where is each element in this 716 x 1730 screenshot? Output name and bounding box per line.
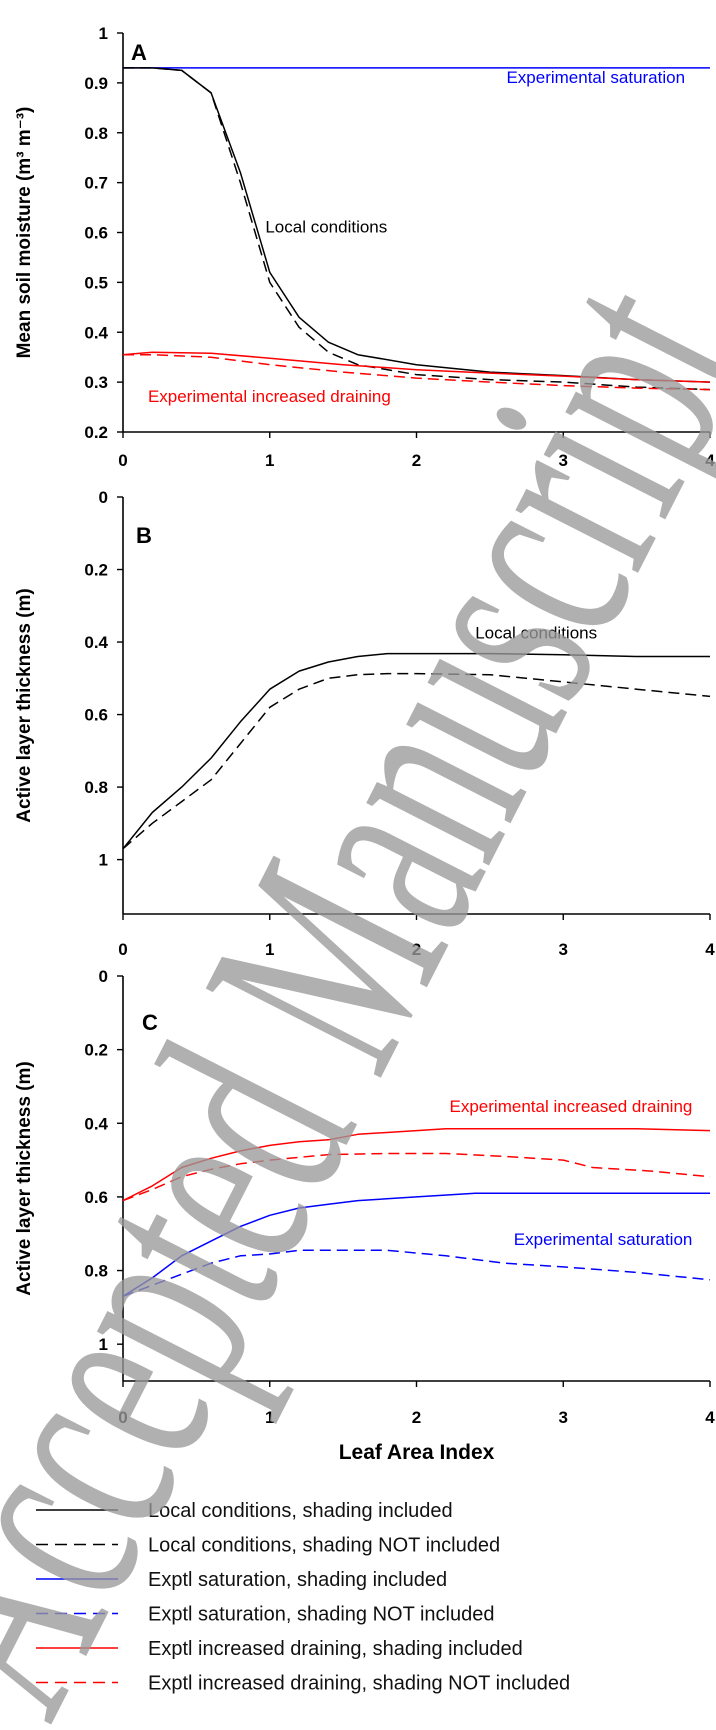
x-tick-label: 4 [705, 451, 715, 470]
x-tick-label: 2 [412, 1408, 421, 1427]
legend-label: Exptl increased draining, shading includ… [148, 1638, 523, 1660]
x-tick-label: 0 [118, 940, 127, 959]
series-annotation: Experimental saturation [506, 68, 685, 87]
series-line [122, 652, 710, 850]
series-annotation: Local conditions [265, 218, 387, 237]
x-tick-label: 4 [705, 940, 715, 959]
legend-item: Exptl increased draining, shading NOT in… [36, 1673, 570, 1695]
y-tick-label: 0.3 [84, 373, 108, 392]
y-tick-label: 0 [99, 488, 108, 507]
x-tick-label: 0 [118, 1408, 127, 1427]
y-tick-label: 0.8 [84, 1262, 108, 1281]
y-axis-label: Active layer thickness (m) [14, 1061, 35, 1295]
series-line [122, 351, 711, 383]
y-tick-label: 0.8 [84, 124, 108, 143]
y-tick-label: 1 [99, 1335, 108, 1354]
y-tick-label: 0.8 [84, 778, 108, 797]
x-tick-label: 1 [265, 1408, 274, 1427]
y-tick-label: 1 [99, 24, 108, 43]
series-line [123, 353, 711, 391]
x-tick-label: 3 [559, 940, 568, 959]
y-tick-label: 0.4 [84, 323, 108, 342]
y-tick-label: 0.9 [84, 74, 108, 93]
legend-label: Exptl increased draining, shading NOT in… [148, 1673, 570, 1695]
legend-label: Exptl saturation, shading included [148, 1569, 447, 1591]
series-annotation: Experimental increased draining [148, 387, 391, 406]
panel-letter: A [131, 40, 147, 65]
panel-c: 0 1 2 3 4 0 0.2 0.4 0.6 0.8 1 Active layer thicknes… [14, 967, 715, 1464]
chart-panels: 0 1 2 3 4 0.2 0.3 0.4 0.5 0.6 0.7 0.8 0.9 1 Mean soil … [14, 24, 715, 1464]
y-tick-label: 0.7 [84, 174, 108, 193]
series-annotation: Experimental saturation [514, 1230, 693, 1249]
x-tick-label: 0 [118, 451, 127, 470]
legend-label: Local conditions, shading included [148, 1500, 453, 1522]
y-axis-label: Mean soil moisture (m³ m⁻³) [14, 107, 35, 359]
y-axis-label: Active layer thickness (m) [14, 588, 35, 822]
chart-legend: Local conditions, shading included Local … [36, 1500, 570, 1695]
legend-item: Exptl saturation, shading included [36, 1569, 447, 1591]
x-tick-label: 4 [705, 1408, 715, 1427]
series-line [122, 1128, 711, 1202]
legend-item: Exptl increased draining, shading includ… [36, 1638, 523, 1660]
series-annotation: Local conditions [475, 623, 597, 642]
legend-item: Exptl saturation, shading NOT included [36, 1604, 495, 1626]
y-tick-label: 0.2 [84, 1041, 108, 1060]
series-line [122, 1152, 711, 1202]
y-tick-label: 0.4 [84, 633, 108, 652]
y-tick-label: 0.6 [84, 706, 108, 725]
legend-label: Local conditions, shading NOT included [148, 1535, 500, 1557]
panel-b: 0 1 2 3 4 0 0.2 0.4 0.6 0.8 1 Active layer thicknes… [14, 488, 715, 959]
x-tick-label: 2 [412, 940, 421, 959]
panel-letter: B [136, 523, 152, 548]
x-tick-label: 1 [265, 451, 274, 470]
y-tick-label: 0.5 [84, 273, 108, 292]
x-axis-label: Leaf Area Index [339, 1441, 495, 1464]
legend-label: Exptl saturation, shading NOT included [148, 1604, 495, 1626]
series-annotation: Experimental increased draining [450, 1097, 693, 1116]
legend-item: Local conditions, shading NOT included [36, 1535, 500, 1557]
x-tick-label: 2 [412, 451, 421, 470]
series-line [122, 1192, 710, 1297]
y-tick-label: 0.2 [84, 561, 108, 580]
x-tick-label: 3 [559, 1408, 568, 1427]
y-tick-label: 0.6 [84, 224, 108, 243]
y-tick-label: 0 [99, 967, 108, 986]
y-tick-label: 0.2 [84, 423, 108, 442]
panel-letter: C [142, 1010, 158, 1035]
legend-item: Local conditions, shading included [36, 1500, 453, 1522]
y-tick-label: 0.6 [84, 1188, 108, 1207]
series-line [122, 672, 711, 850]
x-tick-label: 3 [559, 451, 568, 470]
y-tick-label: 1 [99, 851, 108, 870]
series-line [123, 67, 711, 391]
y-tick-label: 0.4 [84, 1114, 108, 1133]
series-line [122, 1249, 711, 1298]
panel-a: 0 1 2 3 4 0.2 0.3 0.4 0.5 0.6 0.7 0.8 0.9 1 Mean soil … [14, 24, 715, 470]
x-tick-label: 1 [265, 940, 274, 959]
